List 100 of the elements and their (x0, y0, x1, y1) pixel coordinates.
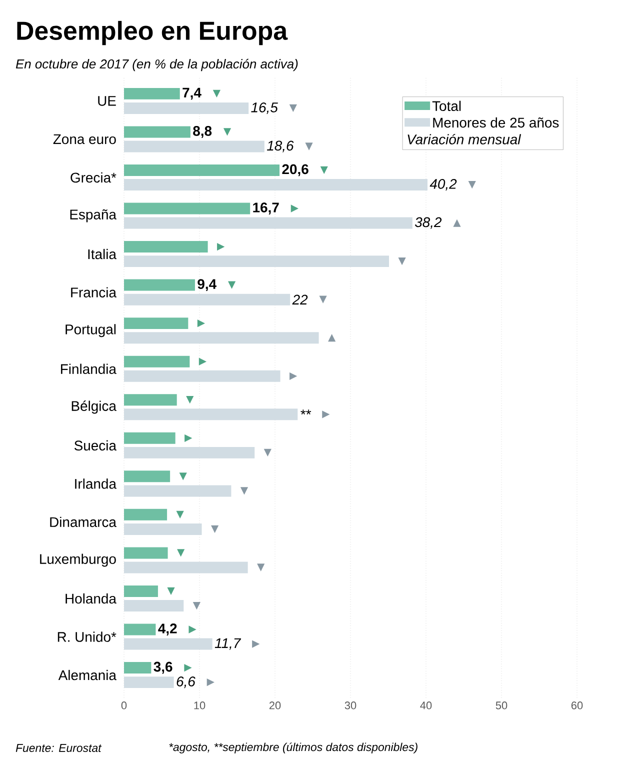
bar (124, 446, 255, 458)
y-tick-label: Holanda (66, 593, 116, 604)
data-label: 9,4 (198, 279, 216, 291)
x-tick-label: 20 (269, 702, 281, 710)
annotation: ▼ (320, 166, 328, 174)
annotation: ▼ (223, 128, 232, 136)
y-tick-label: Zona euro (53, 134, 116, 144)
annotation: ▼ (212, 90, 220, 98)
y-tick-label: Dinamarca (50, 516, 116, 528)
bar (124, 241, 208, 253)
annotation: ▶ (184, 664, 192, 672)
annotation: ▼ (257, 564, 265, 572)
bar (124, 638, 212, 650)
bar (124, 470, 170, 482)
x-tick-label: 60 (571, 702, 583, 710)
annotation: ▼ (177, 549, 185, 557)
y-tick-label: Suecia (74, 440, 116, 451)
annotation: ▼ (319, 296, 327, 304)
data-label: 38,2 (414, 217, 442, 229)
data-label: 7,4 (182, 88, 202, 100)
x-tick-label: 40 (420, 702, 432, 710)
y-tick-label: España (70, 209, 116, 222)
data-label: 16,7 (253, 202, 279, 214)
annotation: ▼ (192, 602, 200, 610)
y-tick-label: Alemania (58, 670, 116, 680)
bar (124, 202, 250, 214)
data-label: 8,8 (193, 126, 212, 138)
y-tick-label: Finlandia (61, 364, 116, 374)
bar (124, 624, 156, 636)
x-tick-label: 50 (496, 702, 508, 710)
bar (124, 279, 195, 291)
y-tick-label: Italia (88, 248, 116, 260)
bar (124, 88, 180, 100)
data-label: 22 (292, 294, 308, 304)
annotation: ▼ (398, 258, 406, 266)
data-label: 40,2 (430, 179, 457, 191)
y-tick-label: Francia (71, 287, 116, 298)
annotation: ▼ (228, 281, 236, 289)
data-label: ** (300, 410, 312, 414)
y-tick-label: UE (98, 96, 116, 106)
annotation: ▶ (217, 242, 225, 251)
bar (124, 356, 190, 368)
bar (124, 332, 319, 344)
source-note: Fuente: Eurostat (16, 744, 102, 752)
bar (124, 102, 249, 114)
annotation: ▼ (186, 396, 194, 404)
data-label: 3,6 (154, 662, 172, 674)
data-label: 11,7 (214, 638, 242, 650)
bar (124, 126, 190, 138)
bar (124, 256, 390, 268)
annotation: ▲ (328, 334, 336, 342)
y-tick-label: Irlanda (75, 478, 116, 489)
bar (124, 394, 177, 406)
bar (124, 318, 188, 330)
bar (124, 140, 264, 152)
data-label: 6,6 (176, 676, 196, 688)
annotation: ▼ (179, 472, 187, 480)
annotation: ▼ (289, 104, 297, 112)
annotation: ▼ (468, 180, 476, 189)
annotation: ▼ (264, 448, 272, 456)
data-label: 4,2 (158, 624, 177, 636)
bar (124, 676, 174, 688)
bar (124, 370, 280, 382)
legend-label: Total (432, 100, 461, 112)
bar (124, 508, 168, 520)
annotation: ▼ (176, 510, 184, 518)
annotation: ▶ (198, 358, 207, 366)
bar (124, 179, 428, 191)
annotation: ▶ (322, 410, 330, 418)
bar (124, 164, 280, 176)
annotation: ▶ (252, 640, 260, 648)
annotation: ▼ (210, 525, 219, 534)
bar (124, 485, 232, 497)
bar (124, 662, 152, 674)
annotation: ▼ (240, 487, 248, 495)
bar (124, 523, 202, 535)
x-tick-label: 30 (344, 702, 356, 710)
bar (124, 294, 290, 306)
bar (124, 217, 412, 229)
bar (124, 585, 158, 597)
legend-label: Menores de 25 años (433, 117, 559, 128)
y-tick-label: Portugal (66, 324, 116, 338)
annotation: Variación mensual (408, 134, 522, 144)
annotation: ▼ (305, 142, 313, 150)
data-label: 18,6 (266, 140, 294, 152)
x-tick-label: 10 (194, 702, 206, 710)
y-tick-label: R. Unido* (58, 632, 116, 642)
bar (124, 547, 168, 559)
bar (124, 432, 176, 444)
annotation: ▶ (290, 204, 298, 212)
data-label: 20,6 (282, 164, 308, 176)
y-tick-label: Luxemburgo (40, 554, 116, 567)
annotation: ▶ (197, 320, 206, 328)
annotation: ▶ (184, 434, 192, 442)
bar (124, 562, 248, 574)
data-label: 16,5 (251, 102, 278, 114)
annotation: ▲ (453, 219, 461, 227)
chart-subtitle: En octubre de 2017 (en % de la población activa) (16, 58, 298, 72)
annotation: ▶ (188, 626, 196, 634)
bar (124, 600, 184, 612)
